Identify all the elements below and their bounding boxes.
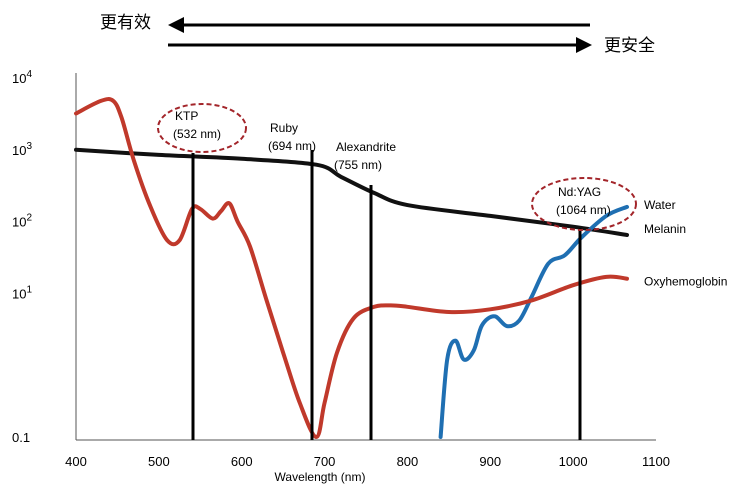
x-axis-title: Wavelength (nm): [275, 470, 366, 484]
water-series-line: [438, 204, 629, 439]
y-tick-labels: 104 103 102 101 0.1: [12, 69, 32, 445]
x-tick-label: 800: [397, 454, 419, 469]
nd-yag-marker-wavelength: (1064 nm): [556, 203, 611, 217]
ktp-marker-wavelength: (532 nm): [173, 127, 221, 141]
marker-layer: KTP (532 nm) Ruby (694 nm) Alexandrite (755 n…: [157, 103, 637, 440]
axes: 400 500 600 700 800 900 1000 1100 104 103 102 101 0…: [12, 69, 670, 484]
x-tick-label: 900: [479, 454, 501, 469]
y-tick-label: 104: [12, 69, 32, 86]
oxyhemoglobin-series-line: [74, 97, 629, 439]
y-tick-label: 102: [12, 213, 32, 230]
x-tick-labels: 400 500 600 700 800 900 1000 1100: [65, 454, 670, 469]
melanin-series-label: Melanin: [644, 222, 686, 236]
oxyhemoglobin-series-label: Oxyhemoglobin: [644, 275, 727, 289]
melanin-series-line: [74, 147, 629, 237]
x-tick-label: 600: [231, 454, 253, 469]
series-labels: Melanin Water Oxyhemoglobin: [644, 198, 727, 289]
right-arrow-head: [576, 37, 592, 53]
y-tick-label: 101: [12, 284, 32, 301]
right-arrow-label: 更安全: [604, 36, 655, 56]
alexandrite-marker-label: Alexandrite: [336, 140, 396, 154]
arrow-group: 更有效 更安全: [100, 13, 655, 56]
left-arrow-head: [168, 17, 184, 33]
x-tick-label: 1000: [559, 454, 588, 469]
ruby-marker-label: Ruby: [270, 121, 298, 135]
left-arrow-label: 更有效: [100, 13, 151, 33]
x-tick-label: 700: [314, 454, 336, 469]
ktp-marker-label: KTP: [175, 109, 198, 123]
nd-yag-marker-label: Nd:YAG: [558, 185, 601, 199]
ruby-marker-wavelength: (694 nm): [268, 139, 316, 153]
nd-yag-highlight-ellipse: [531, 177, 637, 231]
y-tick-label: 103: [12, 141, 32, 158]
series-layer: [74, 97, 629, 439]
x-tick-label: 1100: [642, 454, 670, 469]
alexandrite-marker-wavelength: (755 nm): [334, 158, 382, 172]
water-series-label: Water: [644, 198, 676, 212]
x-tick-label: 500: [148, 454, 170, 469]
ktp-highlight-ellipse: [157, 103, 247, 153]
x-tick-label: 400: [65, 454, 87, 469]
y-tick-label: 0.1: [12, 430, 30, 445]
